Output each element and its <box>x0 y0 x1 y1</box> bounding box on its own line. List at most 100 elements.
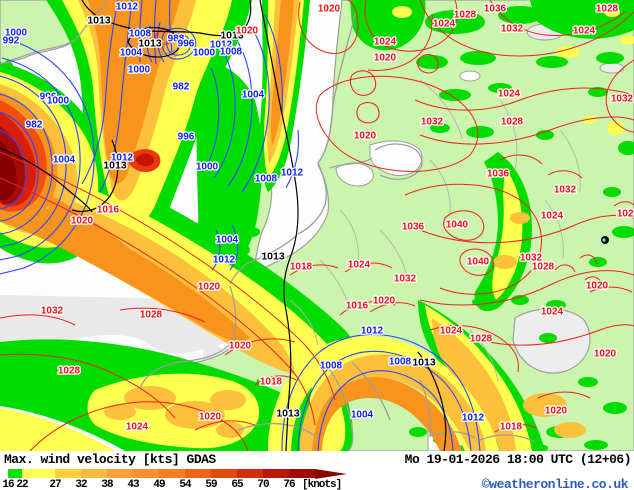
station-symbol <box>601 236 609 244</box>
isobar-label: 1024 <box>374 37 397 48</box>
legend-arrow <box>315 468 347 479</box>
legend-segment <box>211 469 237 478</box>
isobar-label: 1018 <box>500 422 523 433</box>
isobar-label: 1004 <box>351 410 374 421</box>
isobar-label: 1020 <box>373 296 396 307</box>
isobar-label: 1032 <box>394 274 417 285</box>
isobar-label: 1020 <box>71 216 94 227</box>
coastlines <box>0 0 536 451</box>
isobar-label: 1000 <box>5 28 28 39</box>
isobar-label: 1013 <box>87 15 111 27</box>
isobar-label: 1024 <box>541 307 564 318</box>
isobar-label: 1028 <box>532 262 555 273</box>
isobar-label: 1024 <box>348 260 371 271</box>
isobar-label: 1008 <box>389 357 412 368</box>
isobar-label: 1008 <box>255 174 278 185</box>
isobar-label: 1020 <box>199 412 222 423</box>
isobar-label: 1016 <box>97 205 120 216</box>
legend-tick: 54 <box>179 479 191 490</box>
isobar-label: 1012 <box>210 40 233 51</box>
isobar-label: 1040 <box>467 257 490 268</box>
isobar-label: 1012 <box>361 326 384 337</box>
isobar-label: 1028 <box>454 10 477 21</box>
isobar-label: 1013 <box>276 408 300 420</box>
isobar-label: 1032 <box>611 94 634 105</box>
legend-tick: 38 <box>101 479 113 490</box>
isobar-label: 1032 <box>520 253 543 264</box>
isobar-label: 1004 <box>120 48 143 59</box>
country-borders <box>289 79 581 383</box>
isobar-label: 1020 <box>236 26 259 37</box>
legend-tick: 27 <box>49 479 61 490</box>
isobar-label: 1000 <box>47 96 70 107</box>
isobar-label: 1032 <box>501 24 524 35</box>
isobar-label: 1012 <box>116 2 139 13</box>
isobar-label: 1032 <box>41 306 64 317</box>
isobar-label: 1028 <box>470 334 493 345</box>
legend-tick: 76 <box>283 479 295 490</box>
isobar-label: 1012 <box>281 168 304 179</box>
isobar-label: 982 <box>26 120 43 131</box>
isobar-label: 1020 <box>198 282 221 293</box>
isobar-label: 1020 <box>586 281 609 292</box>
isobar-label: 1020 <box>594 349 617 360</box>
map-title: Max. wind velocity [kts] GDAS <box>4 452 216 467</box>
isobar-label: 1024 <box>541 211 564 222</box>
isobar-label: 1012 <box>213 255 236 266</box>
legend-tick: 43 <box>127 479 139 490</box>
isobar-label: 1032 <box>554 185 577 196</box>
legend-tick: 32 <box>75 479 87 490</box>
isobar-label: 1028 <box>501 117 524 128</box>
isobar-label: 1036 <box>484 4 507 15</box>
isobar-label: 1004 <box>242 90 265 101</box>
legend-segment <box>185 469 211 478</box>
isobar-label: 1004 <box>216 235 239 246</box>
isobar-label: 1028 <box>58 366 81 377</box>
legend-tick: 59 <box>205 479 217 490</box>
isobars-high <box>0 0 634 451</box>
isobar-label: 1028 <box>617 209 634 220</box>
isobar-label: 1024 <box>498 89 521 100</box>
isobar-label: 988 <box>168 34 185 45</box>
wind-regions <box>0 0 634 451</box>
legend-segment <box>107 469 133 478</box>
legend-segment <box>237 469 263 478</box>
isobar-label: 1013 <box>138 38 162 50</box>
isobar-label: 1012 <box>111 153 134 164</box>
legend-segment <box>263 469 289 478</box>
isobar-label: 996 <box>178 132 195 143</box>
legend-segment <box>133 469 159 478</box>
legend-tick: 70 <box>257 479 269 490</box>
isobar-label: 1024 <box>440 326 463 337</box>
isobar-label: 1028 <box>596 4 619 15</box>
isobar-label: 1013 <box>220 30 244 42</box>
legend-color-bar <box>8 468 347 479</box>
isobar-label: 1000 <box>196 162 219 173</box>
legend-segment <box>8 469 22 478</box>
legend-tick: 49 <box>153 479 165 490</box>
legend-segment <box>81 469 107 478</box>
isobar-label: 1040 <box>446 220 469 231</box>
isobar-label: 1018 <box>260 377 283 388</box>
isobars-1013 <box>0 0 447 451</box>
legend-segment <box>22 469 55 478</box>
legend-unit-label: [knots] <box>302 479 342 490</box>
legend-tick-labels: 16 22 27 32 38 43 49 54 59 65 70 76 [knots] <box>0 479 634 490</box>
isobars-low <box>0 0 481 451</box>
legend-segment <box>289 469 315 478</box>
copyright-link[interactable]: ©weatheronline.co.uk <box>481 477 629 490</box>
isobar-label: 1000 <box>193 48 216 59</box>
legend-segment <box>159 469 185 478</box>
isobar-label: 992 <box>3 36 20 47</box>
footer-bar: Max. wind velocity [kts] GDAS Mo 19-01-2… <box>0 451 634 490</box>
isobar-label: 1013 <box>261 251 285 263</box>
isobar-label: 1020 <box>374 53 397 64</box>
isobar-label: 1008 <box>129 29 152 40</box>
isobar-label: 1020 <box>354 131 377 142</box>
isobar-label: 1013 <box>412 357 436 369</box>
isobar-label: 1036 <box>402 222 425 233</box>
legend-tick: 16 <box>2 479 14 490</box>
isobar-label: 982 <box>173 82 190 93</box>
